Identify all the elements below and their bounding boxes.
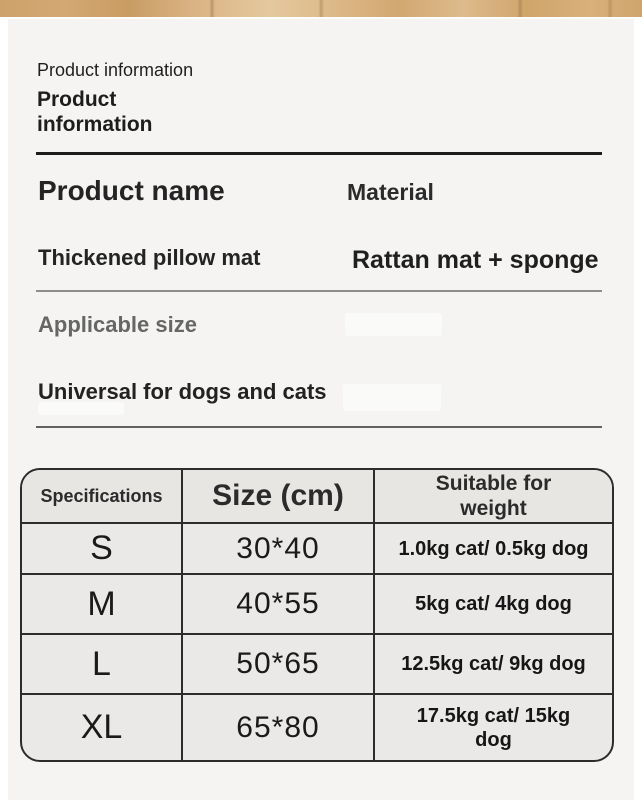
product-name-value: Thickened pillow mat	[38, 245, 261, 270]
product-name-label: Product name	[38, 175, 225, 206]
faded-text-remnant	[345, 313, 442, 336]
faded-text-remnant	[38, 402, 124, 415]
section-title: Product information	[37, 87, 153, 137]
section-label: Product information	[37, 60, 194, 80]
applicable-size-label: Applicable size	[38, 312, 197, 337]
specifications-table: Specifications Size (cm) Suitable for we…	[20, 468, 614, 762]
divider-middle	[36, 290, 602, 292]
table-row-m-weight: 5kg cat/ 4kg dog	[375, 575, 612, 635]
table-row-l-weight: 12.5kg cat/ 9kg dog	[375, 635, 612, 695]
table-row-s-spec: S	[22, 524, 183, 575]
table-row-xl-weight: 17.5kg cat/ 15kg dog	[416, 704, 571, 751]
material-label: Material	[347, 179, 434, 205]
applicable-size-value: Universal for dogs and cats	[38, 379, 327, 404]
table-header-size: Size (cm)	[183, 470, 375, 524]
section-title-line2: information	[37, 113, 153, 136]
material-value: Rattan mat + sponge	[352, 246, 599, 274]
table-row-m-spec: M	[22, 575, 183, 635]
faded-text-remnant	[343, 384, 441, 411]
table-row-xl-size: 65*80	[183, 695, 375, 760]
table-row-l-size: 50*65	[183, 635, 375, 695]
table-row-xl-spec: XL	[22, 695, 183, 760]
table-header-weight: Suitable for weight	[375, 470, 612, 524]
table-row-s-size: 30*40	[183, 524, 375, 575]
wood-texture-banner	[0, 0, 642, 17]
section-title-line1: Product	[37, 88, 117, 111]
divider-top	[36, 152, 602, 155]
divider-bottom	[36, 426, 602, 428]
table-row-l-spec: L	[22, 635, 183, 695]
table-row-m-size: 40*55	[183, 575, 375, 635]
table-header-specifications: Specifications	[22, 470, 183, 524]
table-row-s-weight: 1.0kg cat/ 0.5kg dog	[375, 524, 612, 575]
